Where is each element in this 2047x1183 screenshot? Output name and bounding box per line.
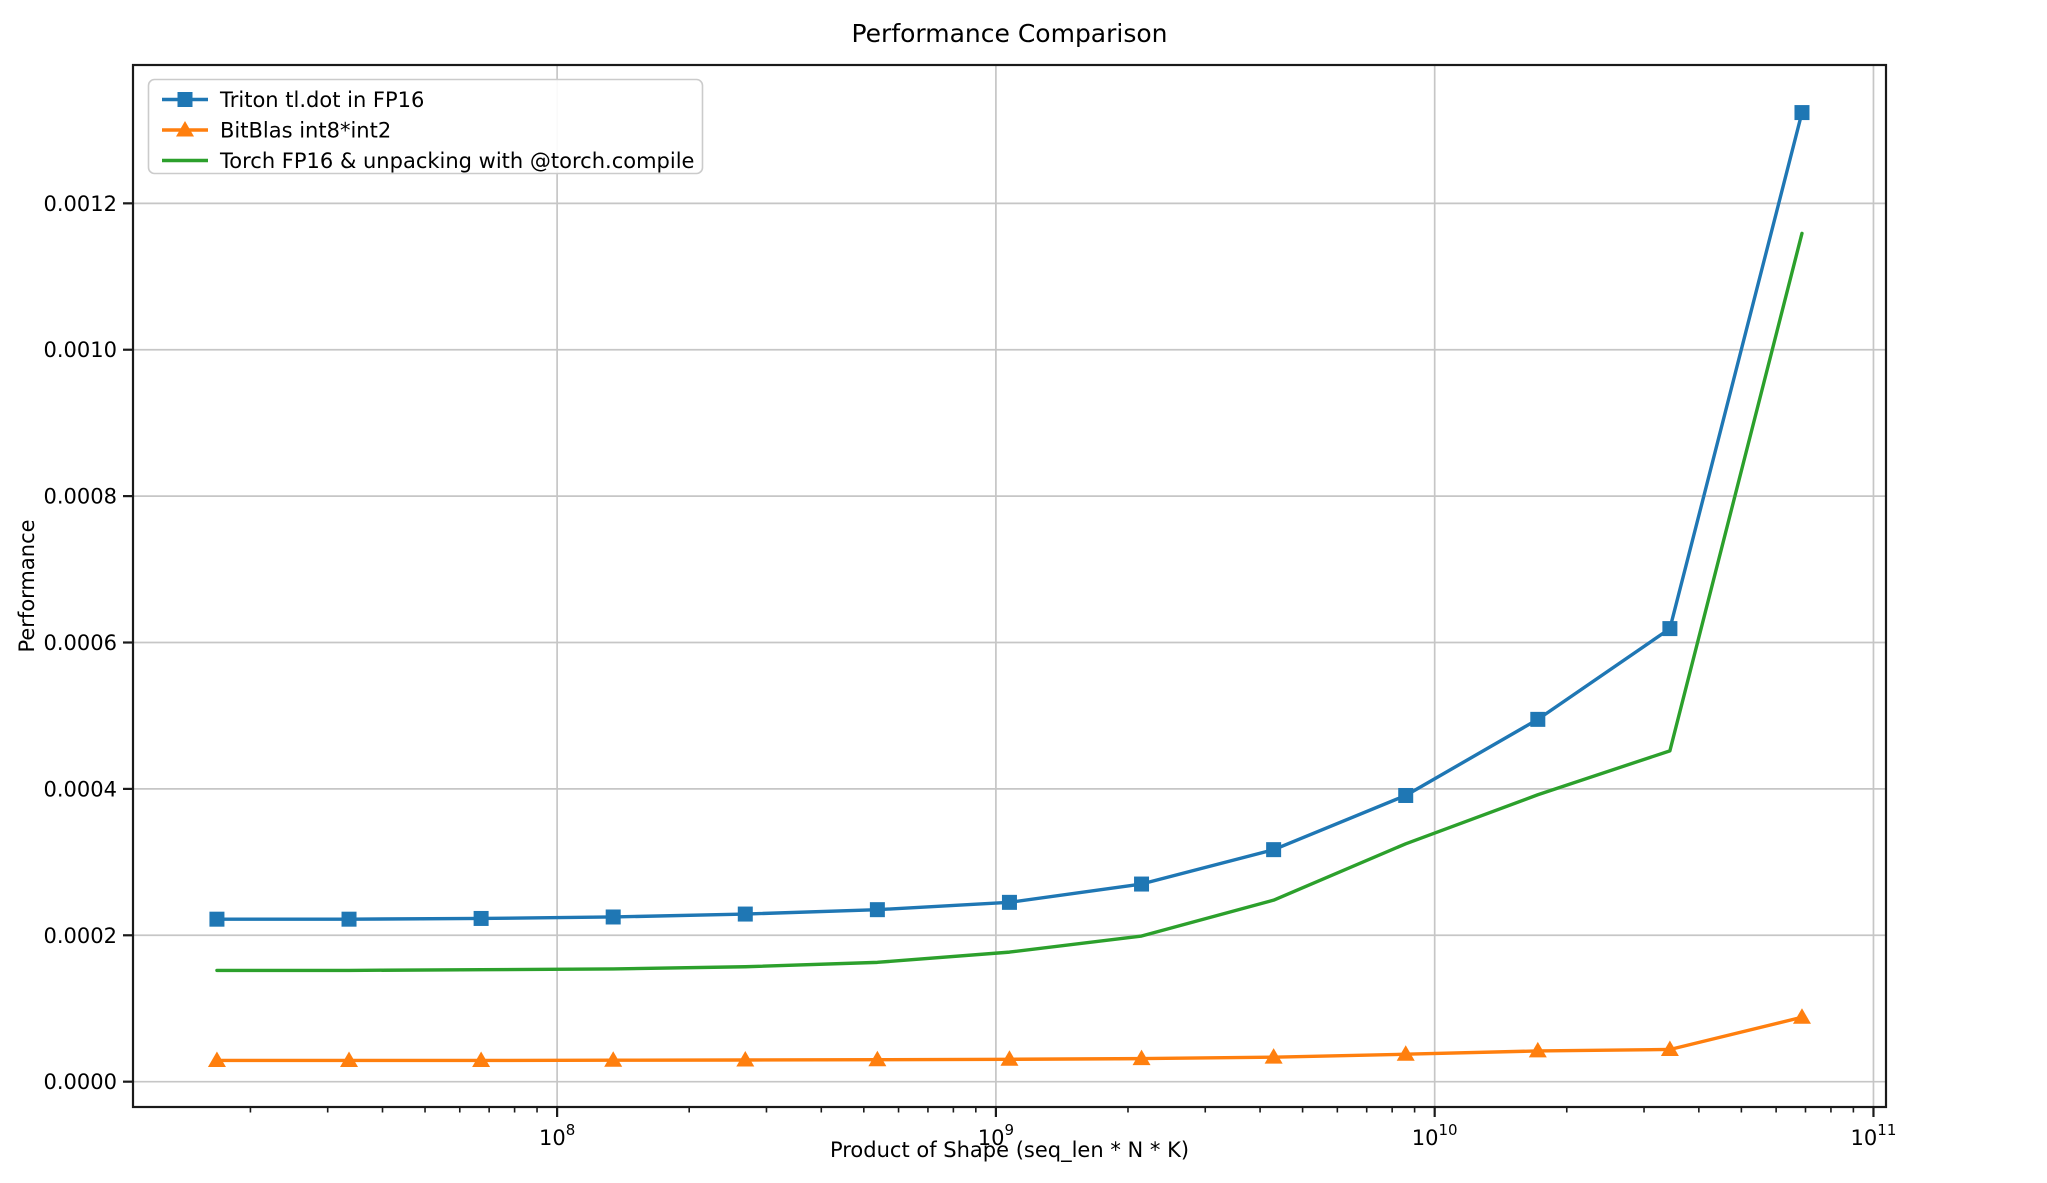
legend-label: Triton tl.dot in FP16: [219, 88, 424, 112]
chart-title: Performance Comparison: [851, 19, 1168, 48]
legend-label: Torch FP16 & unpacking with @torch.compi…: [219, 149, 694, 173]
y-tick-label: 0.0000: [44, 1070, 117, 1094]
plot-border: [131, 63, 1888, 1109]
legend-label: BitBlas int8*int2: [220, 119, 391, 143]
legend: Triton tl.dot in FP16 BitBlas int8*int2 To…: [147, 78, 704, 175]
legend-entry-1: BitBlas int8*int2: [162, 119, 391, 143]
x-tick-label: 1011: [1851, 1121, 1897, 1150]
axis-ticks: 0.0000 0.0002 0.0004 0.0006 0.0008 0.0010 0.00…: [44, 192, 1897, 1150]
legend-entry-0: Triton tl.dot in FP16: [162, 88, 424, 112]
x-tick-label: 109: [978, 1121, 1014, 1150]
x-tick-label: 108: [539, 1121, 575, 1150]
x-tick-label: 1010: [1412, 1121, 1458, 1150]
y-tick-label: 0.0012: [44, 192, 117, 216]
series-0: [209, 105, 1810, 927]
legend-entry-2: Torch FP16 & unpacking with @torch.compi…: [162, 149, 694, 173]
y-tick-label: 0.0006: [44, 631, 117, 655]
grid-lines: [133, 65, 1886, 1107]
y-tick-label: 0.0010: [44, 338, 117, 362]
y-tick-label: 0.0002: [44, 924, 117, 948]
series-1: [207, 1008, 1811, 1067]
y-tick-label: 0.0004: [44, 777, 117, 801]
x-axis-label: Product of Shape (seq_len * N * K): [829, 1138, 1190, 1162]
y-tick-label: 0.0008: [44, 485, 117, 509]
series-2: [215, 231, 1804, 973]
